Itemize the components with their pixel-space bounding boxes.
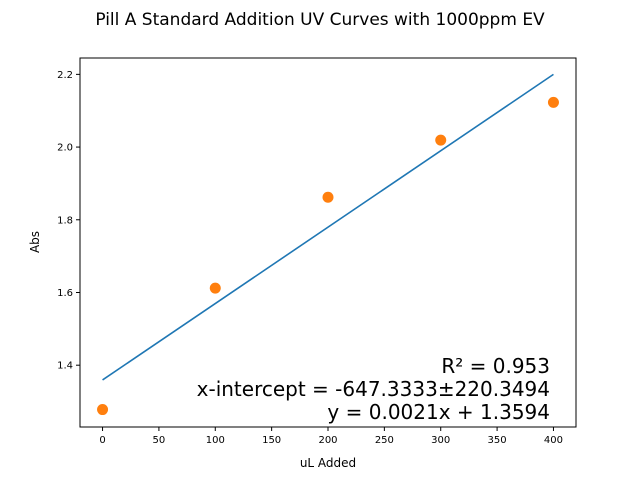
x-tick-label: 250: [375, 435, 394, 446]
x-intercept-annotation: x-intercept = -647.3333±220.3494: [197, 377, 550, 401]
y-tick-label: 1.4: [57, 361, 73, 372]
plot-area: [79, 57, 577, 428]
data-point: [322, 191, 334, 203]
data-point: [435, 134, 447, 146]
y-tick-label: 2.2: [57, 70, 73, 81]
x-axis-label: uL Added: [300, 456, 356, 470]
equation-annotation: y = 0.0021x + 1.3594: [327, 400, 550, 424]
x-tick-label: 200: [318, 435, 337, 446]
y-tick-label: 1.8: [57, 215, 73, 226]
x-tick-label: 50: [153, 435, 166, 446]
series-layer: [97, 73, 559, 416]
r-squared-annotation: R² = 0.953: [441, 354, 550, 378]
chart-title: Pill A Standard Addition UV Curves with …: [95, 10, 545, 30]
data-point: [97, 404, 109, 416]
x-tick-label: 400: [544, 435, 563, 446]
x-tick-label: 100: [206, 435, 225, 446]
y-tick-label: 1.6: [57, 288, 73, 299]
data-point: [209, 282, 221, 294]
data-point: [547, 96, 559, 108]
x-tick-label: 150: [262, 435, 281, 446]
x-tick-label: 300: [431, 435, 450, 446]
x-tick-label: 350: [488, 435, 507, 446]
x-tick-label: 0: [99, 435, 105, 446]
fit-line: [102, 73, 554, 381]
y-axis-label: Abs: [28, 231, 42, 253]
x-axis: 0 50 100 150 200 250 300 350 400: [99, 427, 563, 446]
y-axis: 1.4 1.6 1.8 2.0 2.2: [57, 70, 80, 372]
y-tick-label: 2.0: [57, 143, 73, 154]
